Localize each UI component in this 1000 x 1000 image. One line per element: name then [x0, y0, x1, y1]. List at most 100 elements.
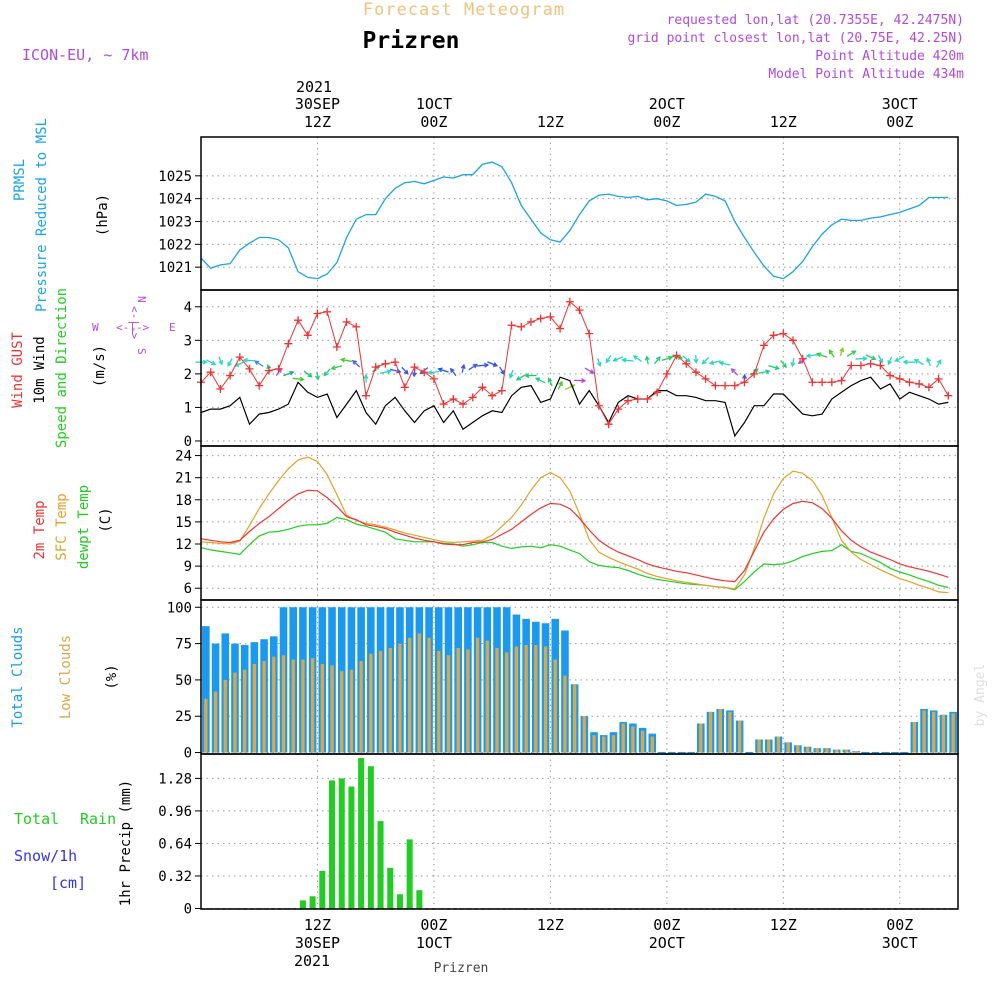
- gust-marker: [361, 391, 370, 400]
- compass-north: N: [135, 296, 148, 303]
- low-cloud-bar: [650, 736, 654, 753]
- t2m-line: [200, 489, 949, 583]
- low-cloud-bar: [592, 735, 596, 753]
- wind-arrow: [437, 367, 449, 373]
- gust-marker: [245, 364, 254, 373]
- low-cloud-bar: [446, 655, 451, 753]
- wind-gust-line: [200, 300, 949, 426]
- gust-marker: [323, 307, 332, 316]
- gust-marker: [526, 317, 535, 326]
- low-cloud-bar: [320, 663, 324, 753]
- gust-marker: [643, 395, 652, 404]
- gust-marker: [400, 383, 409, 392]
- gust-marker: [750, 369, 759, 378]
- prmsl-label: PRMSL: [12, 159, 28, 201]
- gust-marker: [342, 317, 351, 326]
- y-tick-label: 25: [175, 709, 192, 725]
- wind-arrow: [401, 366, 409, 375]
- gust-marker: [216, 384, 225, 393]
- wind-arrow: [828, 349, 835, 358]
- low-cloud-bar: [737, 720, 742, 753]
- rain-bar: [396, 894, 403, 909]
- temperature-yticks: 6 9 12 15 18 21 24: [175, 449, 201, 597]
- wind-arrow: [816, 352, 828, 358]
- low-cloud-bar: [475, 637, 480, 753]
- gust-marker: [352, 322, 361, 331]
- total-rain-rain-label: Rain: [80, 810, 116, 828]
- wind-arrow: [330, 365, 343, 371]
- y-tick-label: 24: [175, 449, 192, 465]
- y-tick-label: 0.32: [158, 869, 192, 885]
- wind-arrow: [468, 363, 478, 371]
- wind-arrow: [894, 355, 905, 362]
- low-cloud-bar: [466, 649, 470, 753]
- rain-bar: [309, 896, 316, 909]
- compass-vert-arrows: <-|->: [128, 306, 141, 339]
- y-tick-label: 50: [175, 673, 192, 689]
- wind-yticks: 0 1 2 3 4: [184, 300, 201, 450]
- gust-marker: [818, 378, 827, 387]
- low-cloud-bar: [543, 646, 548, 753]
- low-cloud-bar: [563, 675, 567, 753]
- wind-arrow: [499, 366, 505, 376]
- wind-arrow: [515, 374, 526, 381]
- y-tick-label: 12: [175, 537, 192, 553]
- compass-arrows: <-|->: [116, 321, 149, 334]
- wind-arrow: [768, 365, 780, 371]
- precip-bars: [299, 758, 423, 909]
- gust-marker: [789, 336, 798, 345]
- compass-west: W: [92, 321, 99, 334]
- gust-marker: [449, 395, 458, 404]
- location-title: Prizren: [363, 28, 460, 54]
- low-cloud-bar: [291, 659, 295, 753]
- wind-arrow: [708, 360, 721, 366]
- rain-bar: [387, 867, 394, 909]
- bottom-hour-label: 00Z: [420, 916, 447, 934]
- top-day-label: 1OCT: [416, 95, 452, 113]
- low-cloud-bar: [951, 713, 955, 753]
- cloud-yticks: 0 25 50 75 100: [167, 600, 201, 762]
- gust-marker: [235, 353, 244, 362]
- cloud-bars: [202, 607, 957, 754]
- wind-arrow: [661, 355, 674, 361]
- gust-marker: [381, 359, 390, 368]
- low-cloud-bar: [796, 745, 800, 753]
- gust-marker: [798, 354, 807, 363]
- gust-marker: [653, 388, 662, 397]
- low-cloud-bar: [602, 736, 606, 753]
- low-cloud-bar: [505, 652, 509, 753]
- rain-bar: [416, 890, 423, 909]
- low-cloud-bar: [378, 650, 383, 753]
- dewpt-temp-label: dewpt Temp: [76, 485, 92, 569]
- low-cloud-bar: [815, 748, 819, 753]
- t2m-label: 2m Temp: [32, 500, 48, 559]
- wind-arrow: [612, 356, 624, 362]
- low-cloud-bar: [728, 711, 732, 753]
- gust-marker: [391, 358, 400, 367]
- bottom-hour-label: 00Z: [653, 916, 680, 934]
- pressure-msl-label: Pressure Reduced to MSL: [34, 118, 50, 312]
- low-cloud-bar: [805, 746, 810, 753]
- wind-arrow: [363, 373, 369, 383]
- gust-marker: [759, 341, 768, 350]
- gridpoint-coords: grid point closest lon,lat (20.75E, 42.2…: [627, 31, 964, 46]
- gust-marker: [779, 329, 788, 338]
- wind-arrow: [573, 378, 587, 384]
- top-hour-label: 12Z: [304, 113, 331, 131]
- wind-arrow: [292, 376, 305, 382]
- low-cloud-bar: [281, 655, 286, 753]
- gust-marker: [410, 363, 419, 372]
- gust-marker: [226, 371, 235, 380]
- top-hour-label: 00Z: [886, 113, 913, 131]
- credit-label: by Angel: [973, 664, 988, 727]
- rain-bar: [338, 778, 345, 909]
- wind-arrow: [339, 357, 353, 363]
- low-cloud-bar: [310, 658, 315, 753]
- top-hour-label: 12Z: [770, 113, 797, 131]
- low-cloud-bar: [407, 637, 412, 753]
- gust-marker: [556, 324, 565, 333]
- pressure-yticks: 1021 1022 1023 1024 1025: [158, 169, 201, 276]
- top-hour-label: 00Z: [653, 113, 680, 131]
